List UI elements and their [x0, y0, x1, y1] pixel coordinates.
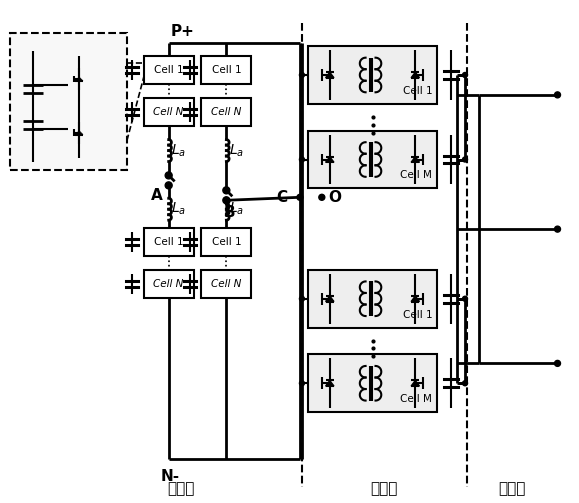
Text: Cell N: Cell N [211, 107, 241, 117]
Circle shape [299, 157, 305, 162]
Text: N-: N- [161, 469, 180, 484]
Text: Cell 1: Cell 1 [211, 65, 241, 75]
Circle shape [463, 157, 467, 162]
Polygon shape [325, 72, 334, 78]
Polygon shape [411, 72, 419, 78]
Bar [308, 270, 437, 327]
Bar [308, 131, 437, 188]
Polygon shape [411, 157, 419, 162]
Bar [144, 270, 193, 298]
Text: $L_a$: $L_a$ [171, 142, 186, 159]
Bar [201, 98, 251, 126]
Text: Cell 1: Cell 1 [154, 237, 184, 247]
Text: $L_a$: $L_a$ [229, 142, 244, 159]
Circle shape [555, 360, 560, 366]
Text: O: O [328, 190, 341, 205]
Text: 隔离级: 隔离级 [370, 481, 397, 496]
Bar [10, 33, 127, 171]
Bar [144, 56, 193, 84]
Text: Cell 1: Cell 1 [402, 310, 432, 319]
Text: $L_a$: $L_a$ [171, 201, 186, 217]
Text: Cell N: Cell N [153, 279, 184, 289]
Circle shape [463, 381, 467, 386]
Text: B: B [223, 205, 235, 220]
Text: $L_a$: $L_a$ [229, 201, 244, 217]
Text: Cell N: Cell N [211, 279, 241, 289]
Circle shape [463, 72, 467, 77]
Circle shape [223, 187, 230, 194]
Text: Cell M: Cell M [400, 171, 432, 181]
Bar [308, 355, 437, 412]
Circle shape [319, 194, 325, 200]
Circle shape [555, 226, 560, 232]
Text: 高压级: 高压级 [167, 481, 195, 496]
Bar [201, 228, 251, 256]
Text: 低压级: 低压级 [499, 481, 526, 496]
Circle shape [555, 92, 560, 98]
Polygon shape [325, 157, 334, 162]
Text: Cell 1: Cell 1 [211, 237, 241, 247]
Circle shape [165, 172, 172, 179]
Circle shape [299, 296, 305, 301]
Text: P+: P+ [171, 24, 195, 39]
Circle shape [299, 72, 305, 77]
Circle shape [165, 182, 172, 189]
Polygon shape [325, 296, 334, 301]
Text: Cell N: Cell N [153, 107, 184, 117]
Polygon shape [75, 131, 83, 135]
Text: Cell 1: Cell 1 [154, 65, 184, 75]
Bar [201, 270, 251, 298]
Bar [308, 46, 437, 104]
Bar [201, 56, 251, 84]
Bar [144, 98, 193, 126]
Circle shape [223, 197, 230, 204]
Polygon shape [325, 380, 334, 386]
Text: A: A [151, 188, 163, 203]
Polygon shape [75, 77, 83, 81]
Text: C: C [277, 190, 288, 205]
Text: Cell M: Cell M [400, 394, 432, 404]
Text: Cell 1: Cell 1 [402, 86, 432, 96]
Polygon shape [411, 296, 419, 301]
Circle shape [299, 381, 305, 386]
Polygon shape [411, 380, 419, 386]
Circle shape [463, 296, 467, 301]
Circle shape [297, 194, 303, 200]
Bar [144, 228, 193, 256]
